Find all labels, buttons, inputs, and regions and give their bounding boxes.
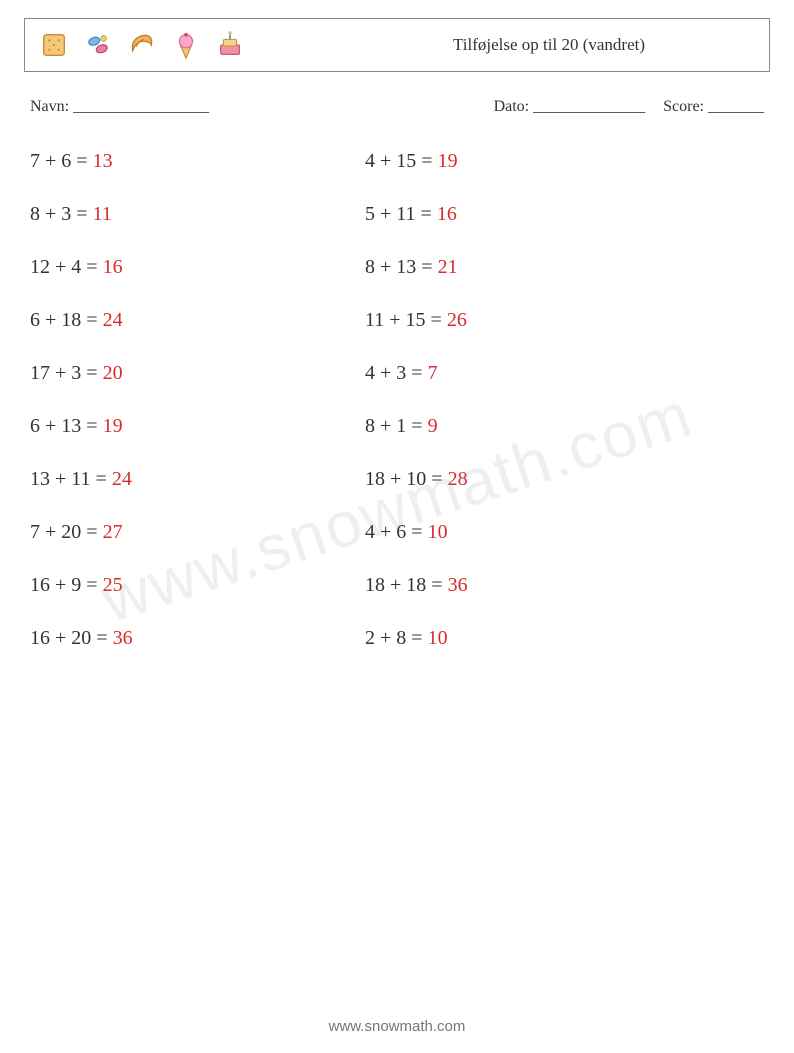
- expression: 4 + 15 =: [365, 150, 438, 172]
- expression: 8 + 13 =: [365, 256, 438, 278]
- answer: 13: [93, 150, 113, 172]
- answer: 24: [103, 309, 123, 331]
- expression: 13 + 11 =: [30, 468, 112, 490]
- expression: 4 + 3 =: [365, 362, 428, 384]
- problems-grid: 7 + 6 = 134 + 15 = 198 + 3 = 115 + 11 = …: [24, 150, 770, 650]
- problem-cell: 18 + 10 = 28: [365, 468, 700, 491]
- problem-cell: 13 + 11 = 24: [30, 468, 365, 491]
- expression: 8 + 3 =: [30, 203, 93, 225]
- answer: 21: [438, 256, 458, 278]
- answer: 24: [112, 468, 132, 490]
- problem-cell: 6 + 13 = 19: [30, 415, 365, 438]
- problem-row: 12 + 4 = 168 + 13 = 21: [30, 256, 764, 279]
- cake-icon: [215, 30, 245, 60]
- expression: 7 + 6 =: [30, 150, 93, 172]
- answer: 19: [103, 415, 123, 437]
- info-row: Navn: _________________ Dato: __________…: [24, 98, 770, 116]
- problem-row: 7 + 6 = 134 + 15 = 19: [30, 150, 764, 173]
- name-field: Navn: _________________: [30, 98, 209, 116]
- problem-cell: 6 + 18 = 24: [30, 309, 365, 332]
- problem-cell: 4 + 3 = 7: [365, 362, 700, 385]
- header-box: Tilføjelse op til 20 (vandret): [24, 18, 770, 72]
- date-field: Dato: ______________: [494, 98, 646, 116]
- problem-cell: 4 + 6 = 10: [365, 521, 700, 544]
- answer: 9: [428, 415, 438, 437]
- problem-cell: 12 + 4 = 16: [30, 256, 365, 279]
- expression: 4 + 6 =: [365, 521, 428, 543]
- problem-cell: 17 + 3 = 20: [30, 362, 365, 385]
- answer: 10: [428, 627, 448, 649]
- expression: 11 + 15 =: [365, 309, 447, 331]
- answer: 10: [428, 521, 448, 543]
- problem-cell: 8 + 13 = 21: [365, 256, 700, 279]
- worksheet-page: Tilføjelse op til 20 (vandret) Navn: ___…: [0, 0, 794, 650]
- expression: 6 + 13 =: [30, 415, 103, 437]
- problem-row: 16 + 20 = 362 + 8 = 10: [30, 627, 764, 650]
- problem-cell: 5 + 11 = 16: [365, 203, 700, 226]
- answer: 16: [437, 203, 457, 225]
- answer: 7: [428, 362, 438, 384]
- problem-row: 8 + 3 = 115 + 11 = 16: [30, 203, 764, 226]
- answer: 20: [103, 362, 123, 384]
- problem-row: 7 + 20 = 274 + 6 = 10: [30, 521, 764, 544]
- answer: 27: [103, 521, 123, 543]
- problem-row: 17 + 3 = 204 + 3 = 7: [30, 362, 764, 385]
- expression: 8 + 1 =: [365, 415, 428, 437]
- problem-cell: 18 + 18 = 36: [365, 574, 700, 597]
- header-icons: [39, 30, 245, 60]
- expression: 18 + 10 =: [365, 468, 448, 490]
- candy-icon: [83, 30, 113, 60]
- problem-row: 6 + 13 = 198 + 1 = 9: [30, 415, 764, 438]
- expression: 16 + 9 =: [30, 574, 103, 596]
- problem-row: 13 + 11 = 2418 + 10 = 28: [30, 468, 764, 491]
- problem-cell: 7 + 6 = 13: [30, 150, 365, 173]
- worksheet-title: Tilføjelse op til 20 (vandret): [453, 35, 755, 55]
- problem-cell: 11 + 15 = 26: [365, 309, 700, 332]
- problem-cell: 16 + 20 = 36: [30, 627, 365, 650]
- footer-url: www.snowmath.com: [0, 1018, 794, 1035]
- cracker-icon: [39, 30, 69, 60]
- answer: 25: [103, 574, 123, 596]
- expression: 17 + 3 =: [30, 362, 103, 384]
- problem-cell: 2 + 8 = 10: [365, 627, 700, 650]
- expression: 12 + 4 =: [30, 256, 103, 278]
- answer: 16: [103, 256, 123, 278]
- answer: 19: [438, 150, 458, 172]
- answer: 36: [448, 574, 468, 596]
- answer: 28: [448, 468, 468, 490]
- problem-cell: 8 + 3 = 11: [30, 203, 365, 226]
- problem-cell: 4 + 15 = 19: [365, 150, 700, 173]
- icecream-icon: [171, 30, 201, 60]
- expression: 5 + 11 =: [365, 203, 437, 225]
- problem-row: 6 + 18 = 2411 + 15 = 26: [30, 309, 764, 332]
- problem-cell: 16 + 9 = 25: [30, 574, 365, 597]
- problem-row: 16 + 9 = 2518 + 18 = 36: [30, 574, 764, 597]
- expression: 7 + 20 =: [30, 521, 103, 543]
- answer: 36: [113, 627, 133, 649]
- problem-cell: 7 + 20 = 27: [30, 521, 365, 544]
- expression: 18 + 18 =: [365, 574, 448, 596]
- score-field: Score: _______: [663, 98, 764, 116]
- answer: 11: [93, 203, 112, 225]
- croissant-icon: [127, 30, 157, 60]
- expression: 6 + 18 =: [30, 309, 103, 331]
- answer: 26: [447, 309, 467, 331]
- problem-cell: 8 + 1 = 9: [365, 415, 700, 438]
- expression: 16 + 20 =: [30, 627, 113, 649]
- expression: 2 + 8 =: [365, 627, 428, 649]
